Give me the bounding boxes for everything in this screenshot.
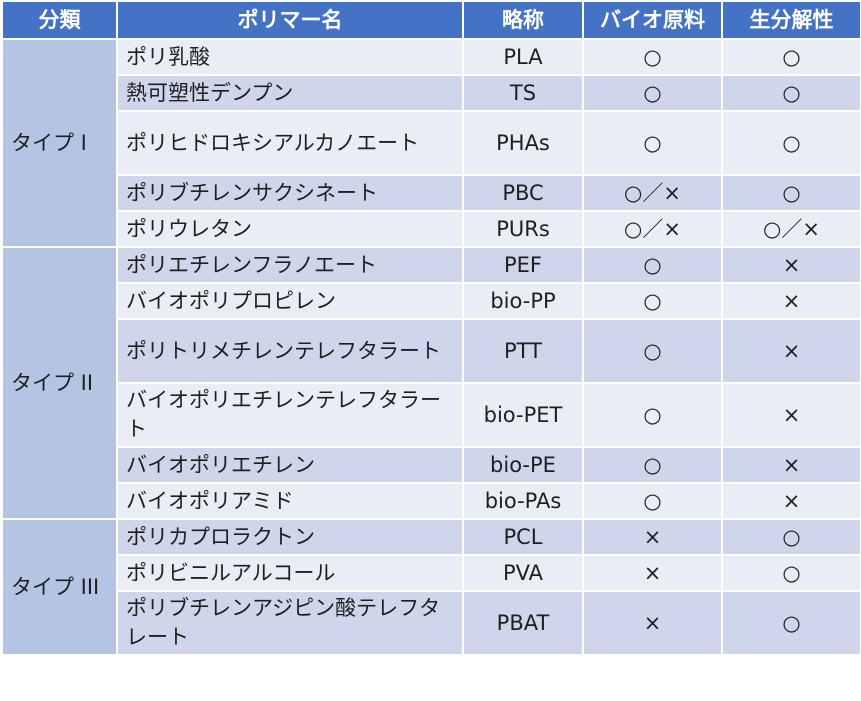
table-header: 分類 ポリマー名 略称 バイオ原料 生分解性	[1, 0, 861, 40]
table-row: バイオポリエチレンテレフタラート bio-PET ○ ×	[2, 382, 861, 448]
table-row: バイオポリアミド bio-PAs ○ ×	[2, 482, 861, 520]
biodegradable-cell: ○	[721, 38, 861, 76]
bio-source-cell: ○	[582, 482, 723, 520]
bio-source-cell: ○	[582, 38, 723, 76]
abbreviation-cell: PCL	[462, 518, 584, 556]
bio-source-cell: ×	[582, 554, 723, 592]
table-row: ポリブチレンアジピン酸テレフタレート PBAT × ○	[2, 590, 861, 656]
polymer-name-cell: 熱可塑性デンプン	[116, 74, 464, 112]
table-body: タイプ I ポリ乳酸 PLA ○ ○ 熱可塑性デンプン TS ○ ○ ポリヒドロキシアルカノエート…	[1, 38, 861, 656]
biodegradable-cell: ○	[721, 518, 861, 556]
category-cell: タイプ I	[1, 38, 118, 248]
abbreviation-cell: PBC	[462, 174, 584, 212]
polymer-name-cell: ポリビニルアルコール	[116, 554, 464, 592]
polymer-name-cell: バイオポリプロピレン	[116, 282, 464, 320]
abbreviation-cell: PBAT	[462, 590, 584, 656]
polymer-name-cell: ポリ乳酸	[116, 38, 464, 76]
table-row: タイプ III ポリカプロラクトン PCL × ○	[1, 518, 861, 656]
biodegradable-cell: ×	[721, 282, 861, 320]
bio-source-cell: ○	[582, 382, 723, 448]
header-bio-source: バイオ原料	[582, 0, 723, 40]
bio-source-cell: ○／×	[582, 174, 723, 212]
abbreviation-cell: bio-PE	[462, 446, 584, 484]
category-cell: タイプ II	[1, 246, 118, 520]
header-category: 分類	[1, 0, 118, 40]
polymer-name-cell: ポリヒドロキシアルカノエート	[116, 110, 464, 176]
biodegradable-cell: ×	[721, 382, 861, 448]
table-row: ポリビニルアルコール PVA × ○	[2, 554, 861, 592]
table-row: ポリトリメチレンテレフタラート PTT ○ ×	[2, 318, 861, 384]
bio-source-cell: ○	[582, 446, 723, 484]
header-biodegradable: 生分解性	[721, 0, 861, 40]
polymer-name-cell: バイオポリエチレン	[116, 446, 464, 484]
polymer-name-cell: ポリエチレンフラノエート	[116, 246, 464, 284]
biodegradable-cell: ○	[721, 74, 861, 112]
header-polymer-name: ポリマー名	[116, 0, 464, 40]
header-abbreviation: 略称	[462, 0, 584, 40]
abbreviation-cell: bio-PAs	[462, 482, 584, 520]
header-row: 分類 ポリマー名 略称 バイオ原料 生分解性	[1, 0, 861, 40]
abbreviation-cell: PLA	[462, 38, 584, 76]
abbreviation-cell: bio-PP	[462, 282, 584, 320]
bio-source-cell: ○	[582, 282, 723, 320]
polymer-name-cell: ポリトリメチレンテレフタラート	[116, 318, 464, 384]
biodegradable-cell: ○	[721, 590, 861, 656]
table-row: バイオポリプロピレン bio-PP ○ ×	[2, 282, 861, 320]
biodegradable-cell: ×	[721, 318, 861, 384]
biodegradable-cell: ×	[721, 246, 861, 284]
polymer-name-cell: ポリブチレンアジピン酸テレフタレート	[116, 590, 464, 656]
polymer-name-cell: ポリブチレンサクシネート	[116, 174, 464, 212]
bio-source-cell: ○／×	[582, 210, 723, 248]
abbreviation-cell: PEF	[462, 246, 584, 284]
bio-source-cell: ○	[582, 246, 723, 284]
bio-source-cell: ×	[582, 518, 723, 556]
biodegradable-cell: ○	[721, 110, 861, 176]
table-row: 熱可塑性デンプン TS ○ ○	[2, 74, 861, 112]
polymer-name-cell: バイオポリアミド	[116, 482, 464, 520]
polymer-name-cell: ポリカプロラクトン	[116, 518, 464, 556]
table-row: バイオポリエチレン bio-PE ○ ×	[2, 446, 861, 484]
table-row: ポリヒドロキシアルカノエート PHAs ○ ○	[2, 110, 861, 176]
table-row: タイプ I ポリ乳酸 PLA ○ ○	[1, 38, 861, 248]
abbreviation-cell: TS	[462, 74, 584, 112]
biodegradable-cell: ○	[721, 174, 861, 212]
abbreviation-cell: PURs	[462, 210, 584, 248]
polymer-table: 分類 ポリマー名 略称 バイオ原料 生分解性 タイプ I ポリ乳酸 PLA ○ ○ 熱可塑…	[1, 0, 861, 656]
abbreviation-cell: PHAs	[462, 110, 584, 176]
abbreviation-cell: PTT	[462, 318, 584, 384]
biodegradable-cell: ×	[721, 482, 861, 520]
table-row: タイプ II ポリエチレンフラノエート PEF ○ ×	[1, 246, 861, 520]
polymer-name-cell: ポリウレタン	[116, 210, 464, 248]
bio-source-cell: ○	[582, 110, 723, 176]
polymer-name-cell: バイオポリエチレンテレフタラート	[116, 382, 464, 448]
bio-source-cell: ×	[582, 590, 723, 656]
abbreviation-cell: bio-PET	[462, 382, 584, 448]
bio-source-cell: ○	[582, 74, 723, 112]
biodegradable-cell: ×	[721, 446, 861, 484]
bio-source-cell: ○	[582, 318, 723, 384]
table-row: ポリブチレンサクシネート PBC ○／× ○	[2, 174, 861, 212]
category-cell: タイプ III	[1, 518, 118, 656]
table-row: ポリウレタン PURs ○／× ○／×	[2, 210, 861, 248]
biodegradable-cell: ○	[721, 554, 861, 592]
biodegradable-cell: ○／×	[721, 210, 861, 248]
abbreviation-cell: PVA	[462, 554, 584, 592]
